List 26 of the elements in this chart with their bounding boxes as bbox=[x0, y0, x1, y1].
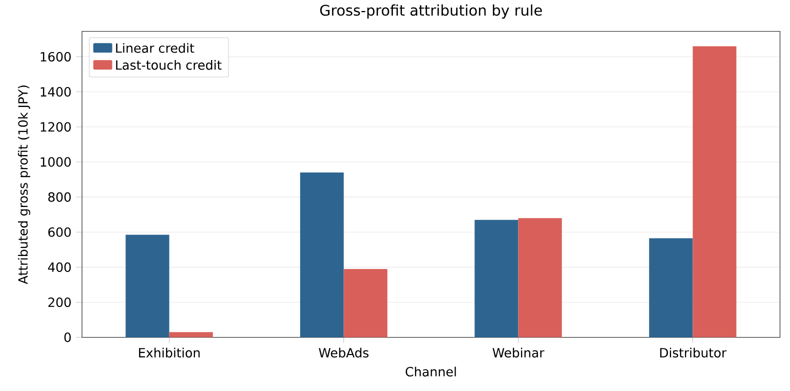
bar bbox=[518, 218, 562, 338]
y-tick-label: 1600 bbox=[40, 52, 71, 62]
y-tick-label: 1000 bbox=[40, 157, 71, 167]
chart-title: Gross-profit attribution by rule bbox=[320, 4, 542, 18]
bar bbox=[649, 238, 693, 338]
x-tick-label: Webinar bbox=[492, 348, 544, 358]
y-axis-title: Attributed gross profit (10k JPY) bbox=[18, 85, 30, 284]
x-tick-label: Distributor bbox=[660, 348, 727, 358]
y-tick-label: 1200 bbox=[40, 122, 71, 132]
y-tick-label: 400 bbox=[48, 262, 71, 272]
bar bbox=[169, 332, 213, 338]
y-tick-label: 800 bbox=[48, 192, 71, 202]
y-tick-label: 600 bbox=[48, 227, 71, 237]
x-tick-label: WebAds bbox=[318, 348, 368, 358]
y-tick-label: 0 bbox=[64, 332, 71, 342]
bar bbox=[300, 172, 344, 338]
legend-label: Linear credit bbox=[116, 42, 194, 53]
legend-label: Last-touch credit bbox=[116, 60, 222, 70]
bar bbox=[126, 234, 170, 338]
x-tick-label: Exhibition bbox=[139, 348, 200, 358]
x-axis-title: Channel bbox=[406, 366, 456, 376]
bar bbox=[692, 46, 736, 338]
bar bbox=[344, 268, 388, 338]
y-tick-label: 200 bbox=[48, 297, 71, 307]
bar bbox=[474, 220, 518, 338]
y-tick-label: 1400 bbox=[40, 86, 71, 96]
